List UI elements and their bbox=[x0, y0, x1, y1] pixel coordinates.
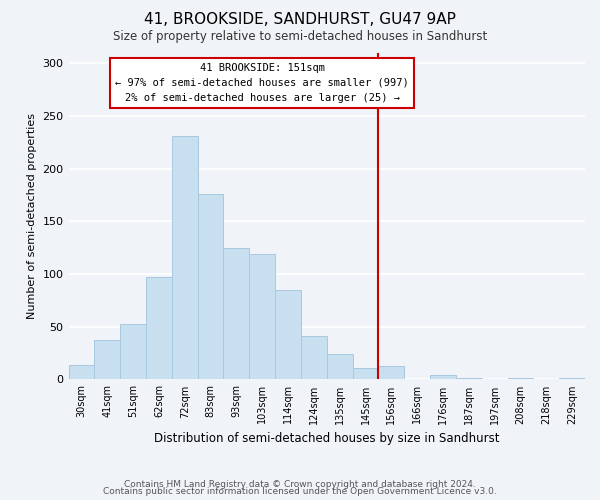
Bar bbox=[379, 366, 404, 380]
Bar bbox=[301, 336, 327, 380]
Bar bbox=[250, 254, 275, 380]
Bar bbox=[456, 378, 482, 380]
Bar bbox=[353, 368, 379, 380]
Bar bbox=[327, 354, 353, 380]
Bar bbox=[508, 378, 533, 380]
Text: Contains HM Land Registry data © Crown copyright and database right 2024.: Contains HM Land Registry data © Crown c… bbox=[124, 480, 476, 489]
Text: 41, BROOKSIDE, SANDHURST, GU47 9AP: 41, BROOKSIDE, SANDHURST, GU47 9AP bbox=[144, 12, 456, 28]
Bar bbox=[430, 375, 456, 380]
Bar bbox=[172, 136, 197, 380]
Bar bbox=[223, 248, 250, 380]
Bar bbox=[94, 340, 120, 380]
Bar bbox=[120, 324, 146, 380]
Bar bbox=[68, 364, 94, 380]
Text: Contains public sector information licensed under the Open Government Licence v3: Contains public sector information licen… bbox=[103, 487, 497, 496]
Text: Size of property relative to semi-detached houses in Sandhurst: Size of property relative to semi-detach… bbox=[113, 30, 487, 43]
X-axis label: Distribution of semi-detached houses by size in Sandhurst: Distribution of semi-detached houses by … bbox=[154, 432, 500, 445]
Bar bbox=[146, 277, 172, 380]
Text: 41 BROOKSIDE: 151sqm
← 97% of semi-detached houses are smaller (997)
2% of semi-: 41 BROOKSIDE: 151sqm ← 97% of semi-detac… bbox=[115, 63, 409, 102]
Y-axis label: Number of semi-detached properties: Number of semi-detached properties bbox=[27, 113, 37, 319]
Bar bbox=[197, 194, 223, 380]
Bar bbox=[559, 378, 585, 380]
Bar bbox=[275, 290, 301, 380]
